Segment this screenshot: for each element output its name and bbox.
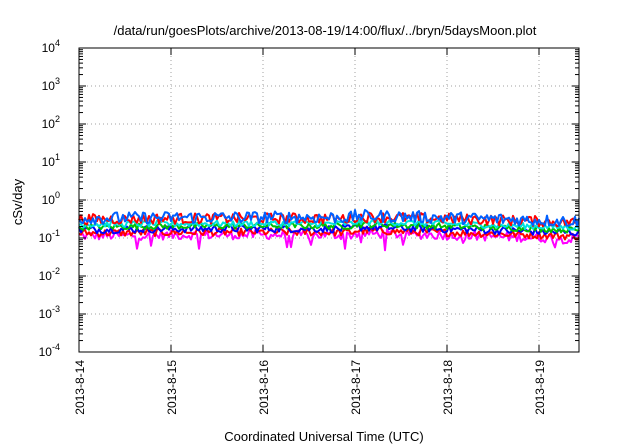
x-tick-label: 2013-8-16 [257, 360, 271, 415]
x-axis-label: Coordinated Universal Time (UTC) [224, 429, 423, 444]
x-tick-label: 2013-8-14 [73, 360, 87, 415]
y-tick-label: 10-3 [39, 304, 60, 321]
y-tick-label: 10-4 [39, 342, 60, 359]
x-tick-label: 2013-8-19 [533, 360, 547, 415]
x-tick-label: 2013-8-15 [165, 360, 179, 415]
y-tick-label: 103 [42, 76, 60, 93]
y-tick-label: 10-1 [39, 228, 60, 245]
series-line [78, 226, 580, 241]
chart-title: /data/run/goesPlots/archive/2013-08-19/1… [114, 23, 537, 38]
series-line [78, 221, 580, 234]
x-axis-ticks: 2013-8-14 2013-8-15 2013-8-16 2013-8-17 2013… [73, 48, 547, 415]
y-axis-ticks: 10-4 10-3 10-2 10-1 100 101 102 103 104 [39, 38, 579, 359]
y-axis-label: cSv/day [10, 178, 25, 225]
y-tick-label: 102 [42, 114, 60, 131]
series-line [78, 223, 580, 237]
series-lines [78, 208, 580, 252]
y-tick-label: 104 [42, 38, 60, 55]
x-tick-label: 2013-8-18 [441, 360, 455, 415]
grid-lines [79, 48, 579, 352]
y-tick-label: 101 [42, 152, 60, 169]
series-line [78, 208, 580, 228]
y-tick-label: 100 [42, 190, 60, 207]
y-tick-label: 10-2 [39, 266, 60, 283]
x-tick-label: 2013-8-17 [349, 360, 363, 415]
